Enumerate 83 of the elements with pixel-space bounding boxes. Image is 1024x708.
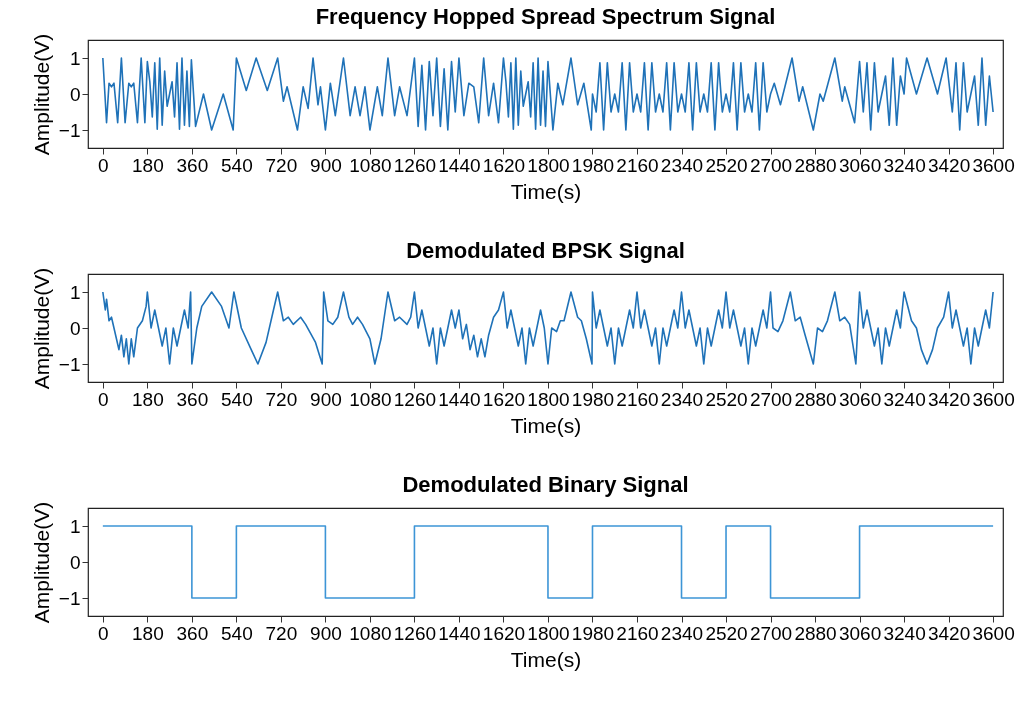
x-tick-label: 2880 — [794, 154, 837, 176]
x-tick-label: 1800 — [527, 622, 570, 644]
x-tick-label: 360 — [176, 388, 209, 410]
x-tick-label: 2880 — [794, 622, 837, 644]
y-tick-label: −1 — [58, 587, 81, 609]
chart-title: Frequency Hopped Spread Spectrum Signal — [315, 4, 776, 30]
x-tick-label: 3420 — [927, 154, 971, 176]
y-axis-title: Amplitude(V) — [29, 33, 53, 156]
x-tick-label: 720 — [265, 622, 298, 644]
x-axis-title: Time(s) — [510, 179, 582, 203]
x-tick-label: 2520 — [705, 622, 748, 644]
x-tick-label: 3600 — [972, 388, 1015, 410]
x-tick-label: 2520 — [705, 388, 748, 410]
x-tick-label: 900 — [310, 388, 342, 410]
x-tick-label: 180 — [132, 622, 164, 644]
x-tick-label: 540 — [221, 388, 253, 410]
x-axis-title: Time(s) — [510, 413, 582, 437]
x-tick-label: 3240 — [883, 622, 926, 644]
x-tick-label: 2340 — [660, 154, 704, 176]
x-tick-label: 2340 — [660, 388, 704, 410]
x-tick-label: 0 — [98, 154, 109, 176]
x-tick-label: 0 — [98, 388, 109, 410]
x-tick-label: 2340 — [660, 622, 704, 644]
x-tick-label: 1980 — [571, 388, 615, 410]
x-tick-label: 1620 — [482, 622, 526, 644]
x-tick-label: 1440 — [438, 154, 481, 176]
x-tick-label: 1080 — [349, 154, 392, 176]
x-tick-label: 2880 — [794, 388, 837, 410]
y-tick-label: 1 — [69, 515, 81, 537]
x-tick-label: 360 — [176, 154, 209, 176]
y-axis-title: Amplitude(V) — [29, 267, 53, 390]
x-axis-title: Time(s) — [510, 647, 582, 671]
x-tick-label: 180 — [132, 388, 164, 410]
x-tick-label: 1800 — [527, 388, 570, 410]
line-series — [102, 57, 994, 131]
x-tick-label: 1980 — [571, 154, 615, 176]
x-tick-label: 2700 — [749, 388, 793, 410]
x-tick-label: 2700 — [749, 154, 793, 176]
y-tick-label: −1 — [58, 119, 81, 141]
x-tick-label: 3600 — [972, 154, 1015, 176]
y-axis-title: Amplitude(V) — [29, 501, 53, 624]
x-tick-label: 2160 — [616, 388, 659, 410]
x-tick-label: 1440 — [438, 388, 481, 410]
y-tick-label: 1 — [69, 281, 81, 303]
x-tick-label: 540 — [221, 622, 253, 644]
y-tick-label: 0 — [69, 317, 81, 339]
line-series — [102, 291, 994, 365]
x-tick-label: 2520 — [705, 154, 748, 176]
y-tick-label: −1 — [58, 353, 81, 375]
chart-title: Demodulated BPSK Signal — [406, 238, 685, 264]
chart-title: Demodulated Binary Signal — [402, 472, 689, 498]
x-tick-label: 1260 — [393, 622, 437, 644]
x-tick-label: 3240 — [883, 154, 926, 176]
x-tick-label: 1980 — [571, 622, 615, 644]
x-tick-label: 3420 — [927, 388, 971, 410]
x-tick-label: 2160 — [616, 622, 659, 644]
y-tick-label: 0 — [69, 83, 81, 105]
x-tick-label: 3600 — [972, 622, 1015, 644]
x-tick-label: 180 — [132, 154, 164, 176]
x-tick-label: 1800 — [527, 154, 570, 176]
x-tick-label: 3240 — [883, 388, 926, 410]
x-tick-label: 540 — [221, 154, 253, 176]
x-tick-label: 3060 — [838, 622, 882, 644]
x-tick-label: 1080 — [349, 388, 392, 410]
x-tick-label: 2700 — [749, 622, 793, 644]
x-tick-label: 1620 — [482, 388, 526, 410]
x-tick-label: 1620 — [482, 154, 526, 176]
x-tick-label: 360 — [176, 622, 209, 644]
x-tick-label: 720 — [265, 388, 298, 410]
x-tick-label: 0 — [98, 622, 109, 644]
y-tick-label: 1 — [69, 47, 81, 69]
x-tick-label: 720 — [265, 154, 298, 176]
x-tick-label: 1080 — [349, 622, 392, 644]
y-tick-label: 0 — [69, 551, 81, 573]
x-tick-label: 3060 — [838, 388, 882, 410]
x-tick-label: 1260 — [393, 388, 437, 410]
x-tick-label: 3060 — [838, 154, 882, 176]
x-tick-label: 900 — [310, 154, 342, 176]
x-tick-label: 3420 — [927, 622, 971, 644]
x-tick-label: 900 — [310, 622, 342, 644]
x-tick-label: 2160 — [616, 154, 659, 176]
x-tick-label: 1260 — [393, 154, 437, 176]
x-tick-label: 1440 — [438, 622, 481, 644]
